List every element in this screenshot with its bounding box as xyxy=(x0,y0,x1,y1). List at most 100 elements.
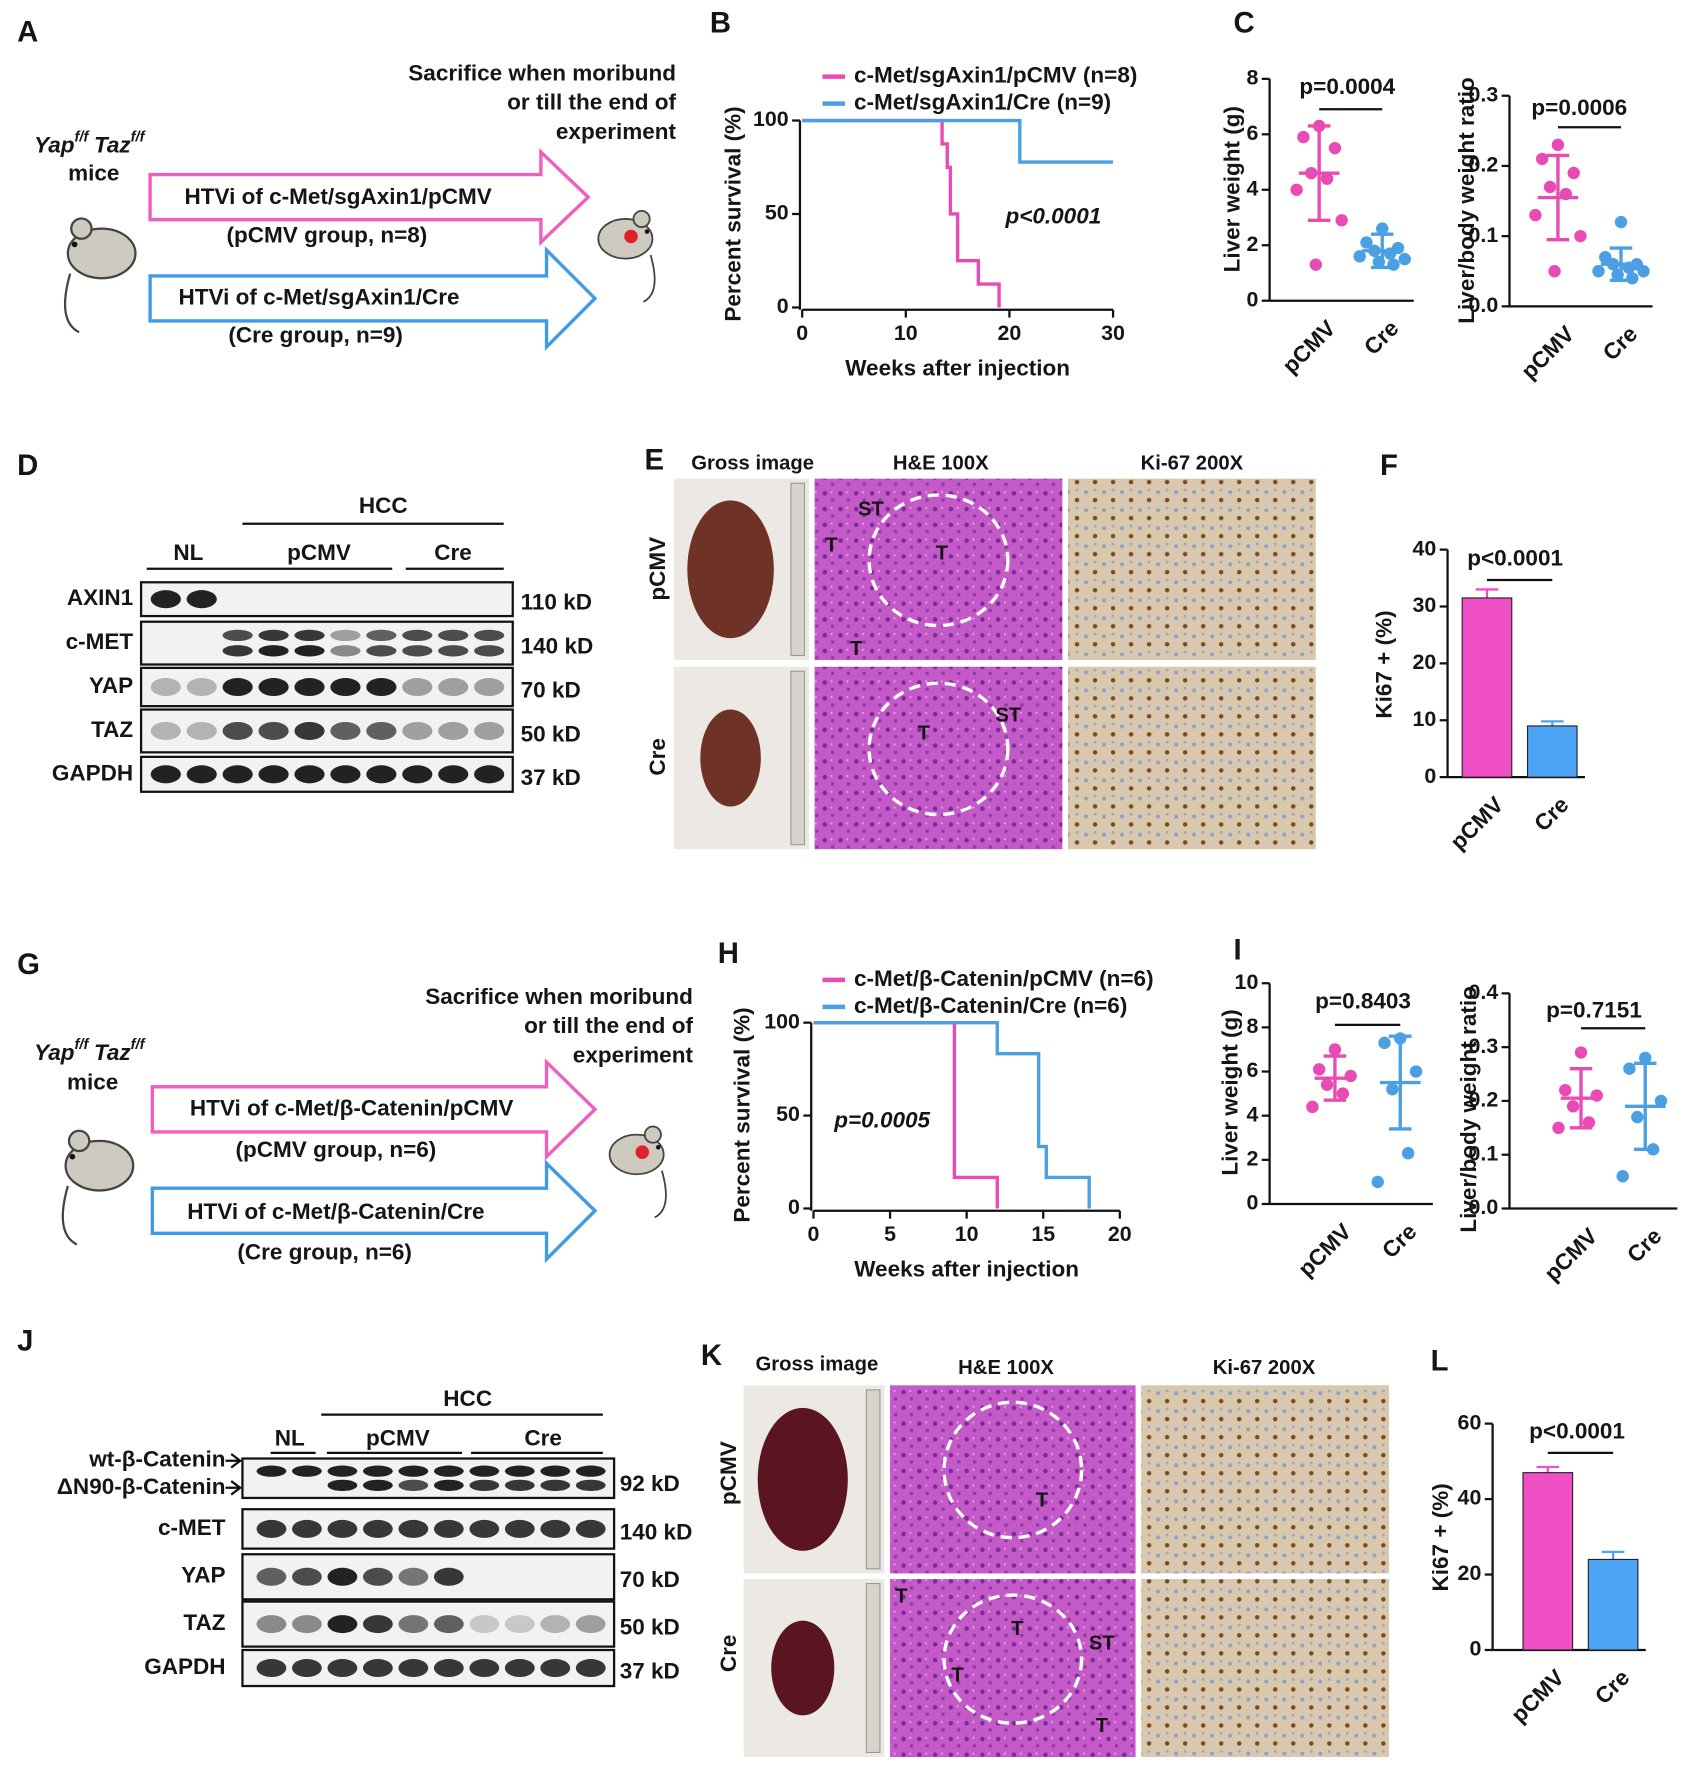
data-point xyxy=(1376,222,1389,235)
band xyxy=(256,1659,287,1678)
protein-label: GAPDH xyxy=(144,1654,225,1679)
x-tick-label: 0 xyxy=(796,321,808,345)
data-point xyxy=(1335,214,1348,227)
y-tick-label: 0.2 xyxy=(1469,1088,1499,1112)
data-point xyxy=(1616,1170,1629,1183)
band xyxy=(438,678,469,697)
band xyxy=(294,645,325,657)
data-point xyxy=(1386,1083,1399,1096)
y-tick-label: 40 xyxy=(1458,1486,1482,1510)
y-tick-label: 100 xyxy=(764,1009,800,1033)
tissue-label: ST xyxy=(1089,1633,1116,1655)
band xyxy=(504,1615,535,1634)
data-point xyxy=(1535,152,1549,166)
band xyxy=(540,1479,571,1491)
p-value: p=0.0005 xyxy=(833,1108,930,1133)
band xyxy=(362,1479,393,1491)
lane-group: Cre xyxy=(524,1425,562,1450)
band xyxy=(150,765,181,784)
data-point xyxy=(1378,1036,1391,1050)
band xyxy=(575,1519,606,1538)
lane-group: NL xyxy=(275,1425,305,1450)
band xyxy=(398,1659,429,1678)
band xyxy=(433,1479,464,1491)
band xyxy=(294,721,325,740)
x-tick-label: 0 xyxy=(808,1222,820,1246)
band xyxy=(433,1567,464,1586)
x-tick-label: Cre xyxy=(1622,1223,1666,1267)
y-tick-label: 0.1 xyxy=(1469,223,1499,247)
band xyxy=(150,590,181,609)
data-point xyxy=(1631,1110,1644,1124)
data-point xyxy=(1306,1100,1319,1114)
band xyxy=(540,1615,571,1634)
lane-group: NL xyxy=(173,540,203,565)
panel-letter: J xyxy=(17,1324,33,1357)
tissue-label: T xyxy=(850,638,863,660)
x-tick-label: 15 xyxy=(1031,1222,1055,1246)
band xyxy=(362,1567,393,1586)
treatment-text: HTVi of c-Met/β-Catenin/Cre xyxy=(187,1199,484,1224)
data-point xyxy=(1320,1078,1334,1091)
tumor-dot xyxy=(624,229,638,244)
band xyxy=(469,1465,500,1477)
band xyxy=(256,1615,287,1634)
group-text: (pCMV group, n=8) xyxy=(227,222,428,247)
column-title: Ki-67 200X xyxy=(1213,1357,1316,1379)
genotype-gene: Taz xyxy=(94,1040,131,1065)
y-tick-label: 0.0 xyxy=(1469,1195,1499,1219)
tumor-outline xyxy=(942,1593,1084,1725)
tumor-dot xyxy=(635,1145,650,1159)
band xyxy=(186,765,217,784)
liver xyxy=(700,709,761,807)
treatment-text: HTVi of c-Met/sgAxin1/pCMV xyxy=(185,184,492,209)
band xyxy=(398,1519,429,1538)
x-tick-label: 10 xyxy=(955,1222,979,1246)
band xyxy=(150,678,181,697)
band xyxy=(258,629,289,642)
y-tick-label: 0 xyxy=(1424,764,1436,788)
band xyxy=(256,1567,287,1586)
arrow xyxy=(150,1058,598,1161)
y-tick-label: 0 xyxy=(788,1195,800,1219)
p-value: p<0.0001 xyxy=(1467,546,1563,571)
tumor-outline xyxy=(867,681,1010,817)
endpoint-text: or till the end of xyxy=(524,1013,693,1038)
data-point xyxy=(1566,1100,1580,1113)
panel-letter: D xyxy=(17,449,38,482)
blot-frame xyxy=(241,1553,616,1601)
y-tick-label: 0.4 xyxy=(1469,980,1499,1004)
p-value: p=0.7151 xyxy=(1546,997,1642,1022)
row-label: Cre xyxy=(645,738,670,776)
size-label: 50 kD xyxy=(521,721,581,746)
data-point xyxy=(1623,1062,1636,1075)
column-title: H&E 100X xyxy=(958,1357,1054,1379)
legend-label: c-Met/sgAxin1/Cre (n=9) xyxy=(854,90,1111,115)
ruler xyxy=(790,670,806,846)
tissue-label: ST xyxy=(858,499,885,521)
panel-letter: G xyxy=(17,948,40,981)
mice-label: mice xyxy=(67,1069,118,1094)
genotype: Yapf/f Tazf/f xyxy=(34,1037,147,1065)
band xyxy=(150,721,181,740)
band xyxy=(504,1659,535,1678)
y-tick-label: 0 xyxy=(1469,1637,1481,1661)
data-point xyxy=(1320,172,1334,185)
x-tick-label: pCMV xyxy=(1506,1665,1569,1728)
y-tick-label: 0.2 xyxy=(1469,153,1499,177)
blot-frame xyxy=(241,1457,616,1500)
data-point xyxy=(1654,1094,1668,1108)
band xyxy=(258,721,289,740)
band xyxy=(327,1615,358,1634)
data-point xyxy=(1548,265,1561,278)
mouse-icon xyxy=(608,1125,667,1219)
panel-letter: A xyxy=(17,16,38,49)
data-point xyxy=(1309,258,1322,271)
y-tick-label: 8 xyxy=(1246,65,1258,89)
tissue-label: T xyxy=(951,1664,964,1686)
genotype-gene: Taz xyxy=(94,132,131,157)
band xyxy=(258,765,289,784)
tissue-label: T xyxy=(1011,1618,1024,1640)
data-point xyxy=(1552,1121,1565,1135)
data-point xyxy=(1614,215,1628,229)
